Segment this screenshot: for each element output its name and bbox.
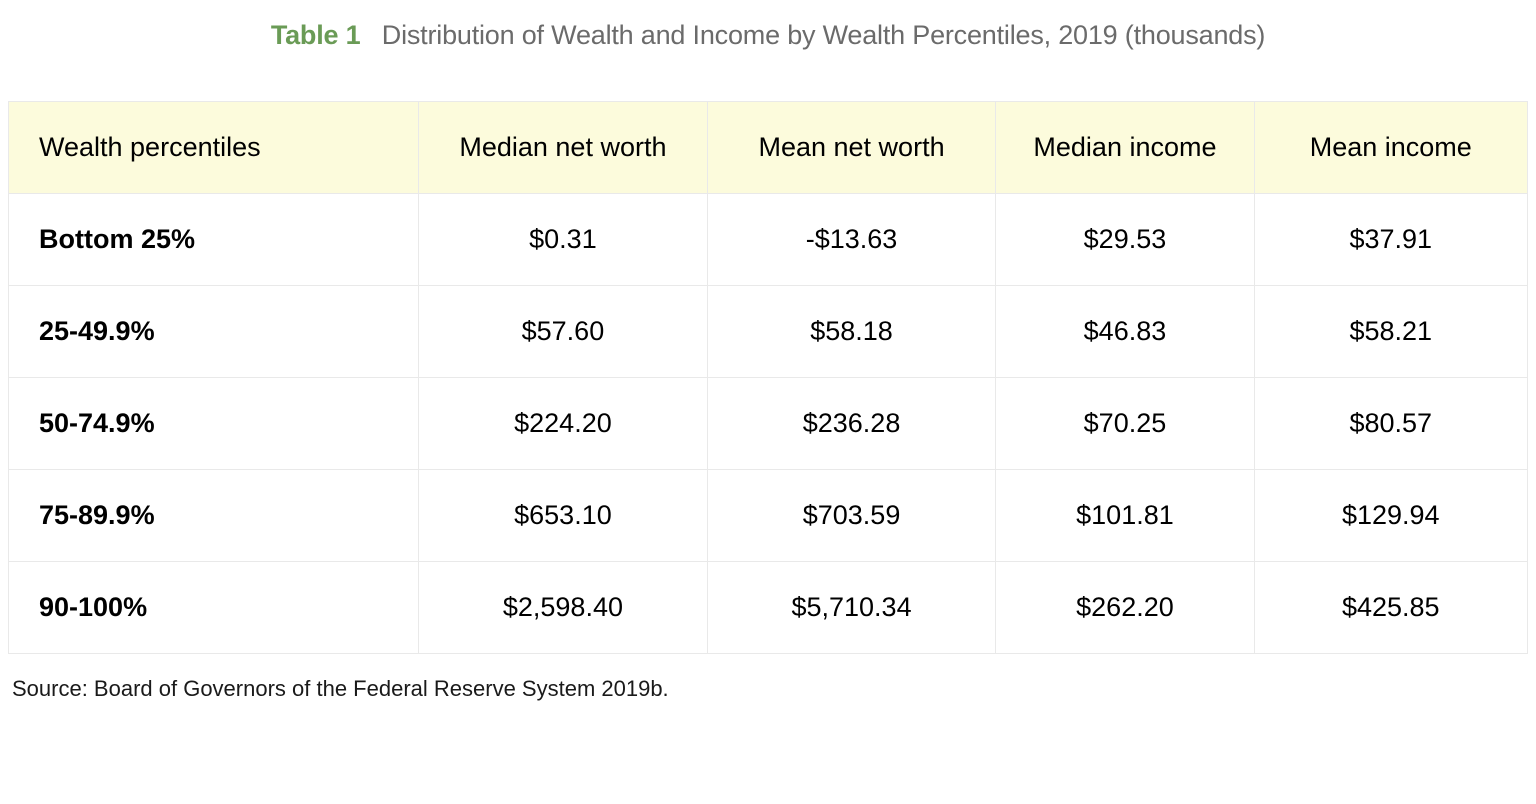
cell: $2,598.40 [419, 562, 708, 654]
cell: $425.85 [1254, 562, 1527, 654]
table-title: Distribution of Wealth and Income by Wea… [382, 20, 1265, 50]
table-number: Table 1 [271, 20, 361, 50]
cell: -$13.63 [707, 194, 996, 286]
cell: $703.59 [707, 470, 996, 562]
cell: $101.81 [996, 470, 1254, 562]
table-caption: Table 1 Distribution of Wealth and Incom… [8, 20, 1528, 51]
cell: $129.94 [1254, 470, 1527, 562]
cell: $653.10 [419, 470, 708, 562]
row-label: 50-74.9% [9, 378, 419, 470]
row-label: 25-49.9% [9, 286, 419, 378]
table-row: 50-74.9% $224.20 $236.28 $70.25 $80.57 [9, 378, 1528, 470]
table-header-row: Wealth percentiles Median net worth Mean… [9, 102, 1528, 194]
cell: $29.53 [996, 194, 1254, 286]
table-row: 75-89.9% $653.10 $703.59 $101.81 $129.94 [9, 470, 1528, 562]
cell: $37.91 [1254, 194, 1527, 286]
table-row: 25-49.9% $57.60 $58.18 $46.83 $58.21 [9, 286, 1528, 378]
table-row: Bottom 25% $0.31 -$13.63 $29.53 $37.91 [9, 194, 1528, 286]
table-row: 90-100% $2,598.40 $5,710.34 $262.20 $425… [9, 562, 1528, 654]
cell: $5,710.34 [707, 562, 996, 654]
col-header-mean-networth: Mean net worth [707, 102, 996, 194]
cell: $236.28 [707, 378, 996, 470]
cell: $58.18 [707, 286, 996, 378]
row-label: 75-89.9% [9, 470, 419, 562]
row-label: 90-100% [9, 562, 419, 654]
wealth-table: Wealth percentiles Median net worth Mean… [8, 101, 1528, 654]
table-source: Source: Board of Governors of the Federa… [8, 676, 1528, 702]
row-label: Bottom 25% [9, 194, 419, 286]
cell: $57.60 [419, 286, 708, 378]
cell: $262.20 [996, 562, 1254, 654]
cell: $58.21 [1254, 286, 1527, 378]
col-header-median-networth: Median net worth [419, 102, 708, 194]
cell: $224.20 [419, 378, 708, 470]
col-header-percentiles: Wealth percentiles [9, 102, 419, 194]
col-header-mean-income: Mean income [1254, 102, 1527, 194]
col-header-median-income: Median income [996, 102, 1254, 194]
cell: $70.25 [996, 378, 1254, 470]
cell: $80.57 [1254, 378, 1527, 470]
cell: $46.83 [996, 286, 1254, 378]
cell: $0.31 [419, 194, 708, 286]
